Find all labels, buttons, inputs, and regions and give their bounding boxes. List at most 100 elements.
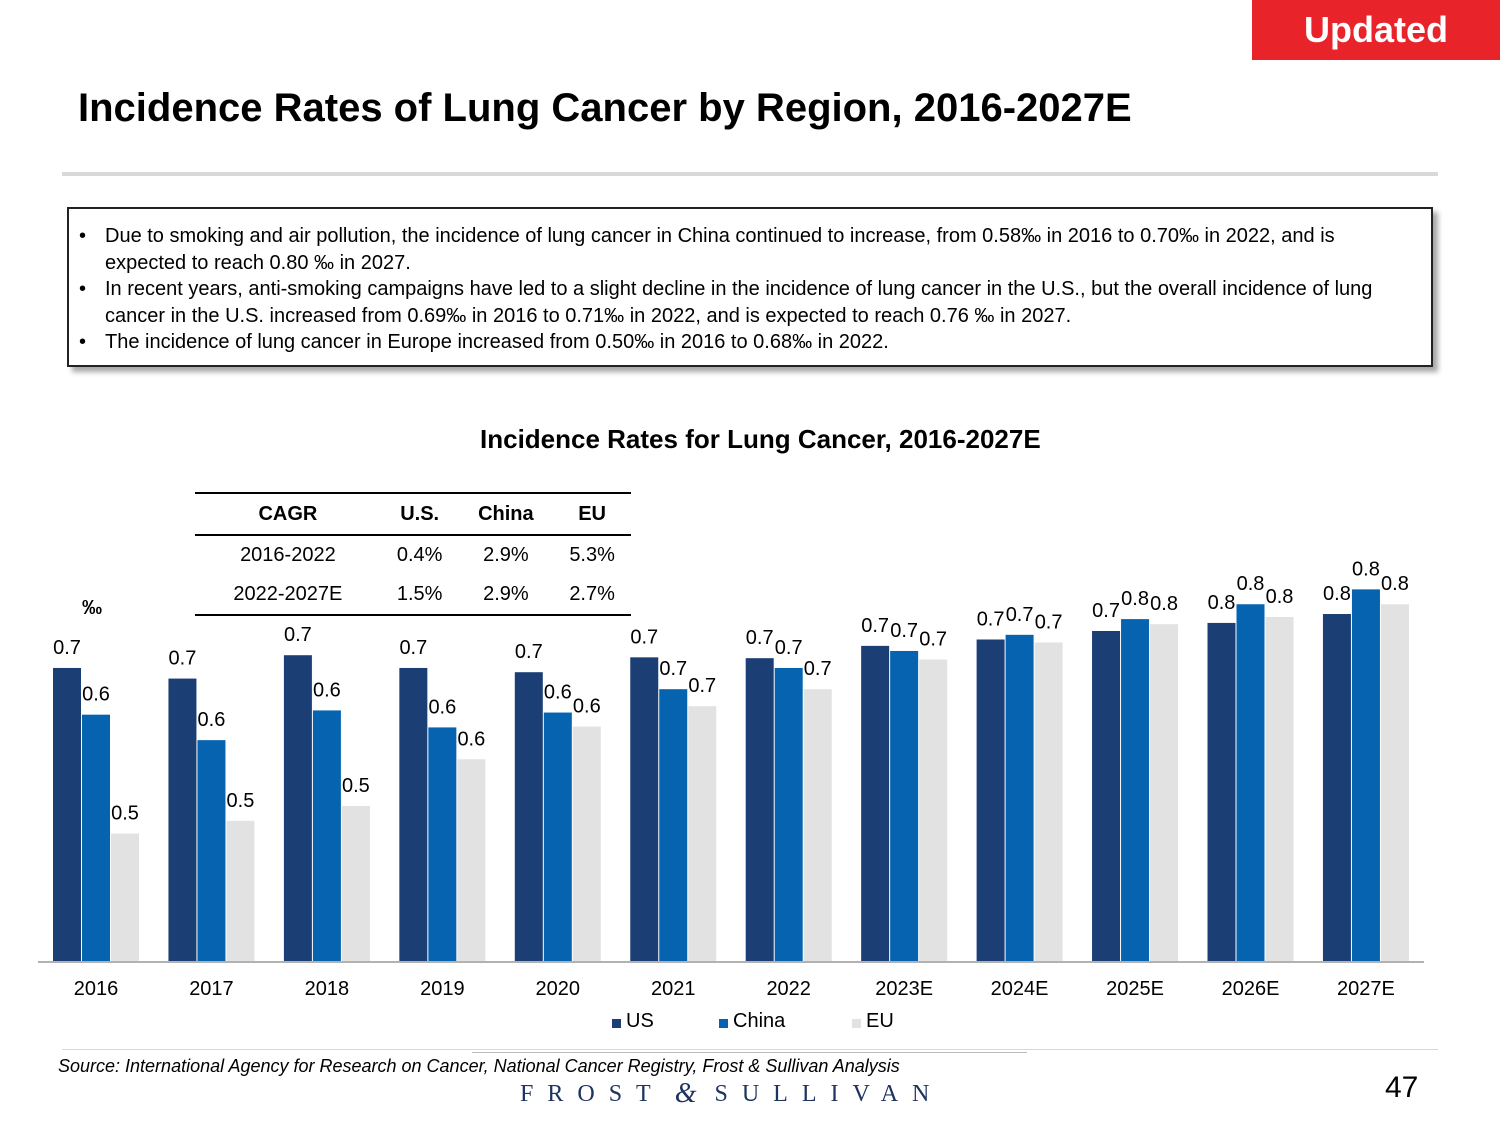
data-label-us: 0.8 xyxy=(1323,583,1351,605)
data-label-eu: 0.7 xyxy=(804,658,832,680)
x-tick-label: 2024E xyxy=(991,978,1049,1000)
cagr-period: 2022-2027E xyxy=(195,575,381,616)
bar-us xyxy=(53,667,81,961)
cagr-row: 2022-2027E 1.5% 2.9% 2.7% xyxy=(195,575,631,616)
bar-china xyxy=(659,689,688,961)
data-label-eu: 0.7 xyxy=(919,628,947,650)
cagr-period: 2016-2022 xyxy=(240,544,336,566)
summary-bullet-us: In recent years, anti-smoking campaigns … xyxy=(79,276,1417,329)
legend-swatch-us xyxy=(612,1018,621,1028)
data-label-us: 0.7 xyxy=(284,624,312,646)
data-label-eu: 0.8 xyxy=(1150,593,1178,615)
bar-china xyxy=(428,727,457,961)
data-label-us: 0.7 xyxy=(515,641,543,663)
bar-eu xyxy=(457,759,486,961)
summary-box: Due to smoking and air pollution, the in… xyxy=(67,207,1433,367)
footer-divider-short xyxy=(472,1052,1027,1053)
data-label-us: 0.7 xyxy=(399,637,427,659)
data-label-china: 0.7 xyxy=(1006,604,1034,626)
cagr-header-us: U.S. xyxy=(380,492,459,536)
chart-legend: US China EU xyxy=(0,1010,1500,1036)
page-number: 47 xyxy=(1385,1071,1419,1104)
summary-bullet-europe: The incidence of lung cancer in Europe i… xyxy=(79,329,1417,356)
data-label-us: 0.7 xyxy=(630,626,658,648)
summary-bullet-china: Due to smoking and air pollution, the in… xyxy=(79,223,1417,276)
data-label-eu: 0.5 xyxy=(227,790,255,812)
data-label-us: 0.8 xyxy=(1208,592,1236,614)
bar-eu xyxy=(111,833,139,961)
logo-ampersand: & xyxy=(674,1078,697,1109)
logo-sullivan: SULLIVAN xyxy=(714,1080,944,1107)
bar-us xyxy=(168,678,197,961)
cagr-us: 0.4% xyxy=(396,544,443,566)
logo-frost: FROST xyxy=(520,1080,665,1107)
bar-eu xyxy=(341,805,370,961)
legend-swatch-eu xyxy=(852,1018,861,1028)
x-tick-label: 2021 xyxy=(651,978,696,1000)
x-tick-label: 2018 xyxy=(305,978,350,1000)
bar-china xyxy=(1121,619,1150,961)
updated-badge: Updated xyxy=(1252,0,1500,60)
bar-eu xyxy=(1265,616,1294,961)
legend-item-us: US xyxy=(612,1010,654,1033)
data-label-us: 0.7 xyxy=(53,637,81,659)
chart-title: Incidence Rates for Lung Cancer, 2016-20… xyxy=(480,424,1041,454)
data-label-eu: 0.6 xyxy=(457,728,485,750)
bar-china xyxy=(1351,589,1380,961)
data-label-china: 0.6 xyxy=(198,709,226,731)
legend-label-us: US xyxy=(626,1010,654,1032)
bar-eu xyxy=(1150,624,1179,961)
cagr-row: 2016-2022 0.4% 2.9% 5.3% xyxy=(195,535,631,575)
data-label-china: 0.8 xyxy=(1352,558,1380,580)
data-label-us: 0.7 xyxy=(861,615,889,637)
bar-eu xyxy=(919,659,948,961)
bar-us xyxy=(630,657,659,961)
bar-us xyxy=(745,658,774,961)
bar-eu xyxy=(688,706,717,961)
data-label-eu: 0.6 xyxy=(573,696,601,718)
bar-us xyxy=(514,672,543,961)
bar-us xyxy=(976,639,1005,961)
bar-china xyxy=(82,714,110,961)
data-label-china: 0.7 xyxy=(659,658,687,680)
bar-china xyxy=(312,710,341,961)
x-tick-label: 2019 xyxy=(420,978,465,1000)
cagr-eu: 5.3% xyxy=(569,544,615,566)
bar-us xyxy=(283,655,312,961)
x-tick-label: 2020 xyxy=(536,978,581,1000)
source-note: Source: International Agency for Researc… xyxy=(58,1056,900,1076)
bar-china xyxy=(543,712,572,961)
data-label-china: 0.8 xyxy=(1121,588,1149,610)
bar-us xyxy=(1092,631,1121,961)
summary-list: Due to smoking and air pollution, the in… xyxy=(79,223,1417,356)
legend-swatch-china xyxy=(719,1018,728,1028)
legend-item-eu: EU xyxy=(852,1010,894,1033)
cagr-china: 2.9% xyxy=(458,575,554,616)
data-label-us: 0.7 xyxy=(977,608,1005,630)
cagr-eu: 2.7% xyxy=(553,575,631,616)
cagr-header-china: China xyxy=(458,492,554,536)
data-label-eu: 0.5 xyxy=(342,775,370,797)
bar-eu xyxy=(572,726,601,961)
data-label-china: 0.6 xyxy=(428,696,456,718)
bar-us xyxy=(1322,614,1351,961)
data-label-us: 0.7 xyxy=(1092,600,1120,622)
x-tick-label: 2026E xyxy=(1222,978,1280,1000)
data-label-eu: 0.8 xyxy=(1266,586,1294,608)
data-label-eu: 0.5 xyxy=(111,803,139,825)
bar-china xyxy=(1236,604,1265,961)
data-label-china: 0.8 xyxy=(1237,573,1265,595)
bar-eu xyxy=(226,820,255,961)
bar-eu xyxy=(1034,642,1063,961)
bar-china xyxy=(890,650,919,961)
x-tick-label: 2017 xyxy=(189,978,234,1000)
bar-china xyxy=(1005,634,1034,961)
cagr-table: CAGR U.S. China EU 2016-2022 0.4% 2.9% 5… xyxy=(195,492,631,616)
y-unit-label: ‰ xyxy=(82,597,102,619)
cagr-us: 1.5% xyxy=(380,575,459,616)
data-label-us: 0.7 xyxy=(746,627,774,649)
bar-us xyxy=(399,667,428,961)
bar-china xyxy=(774,667,803,961)
page-title: Incidence Rates of Lung Cancer by Region… xyxy=(78,86,1132,130)
